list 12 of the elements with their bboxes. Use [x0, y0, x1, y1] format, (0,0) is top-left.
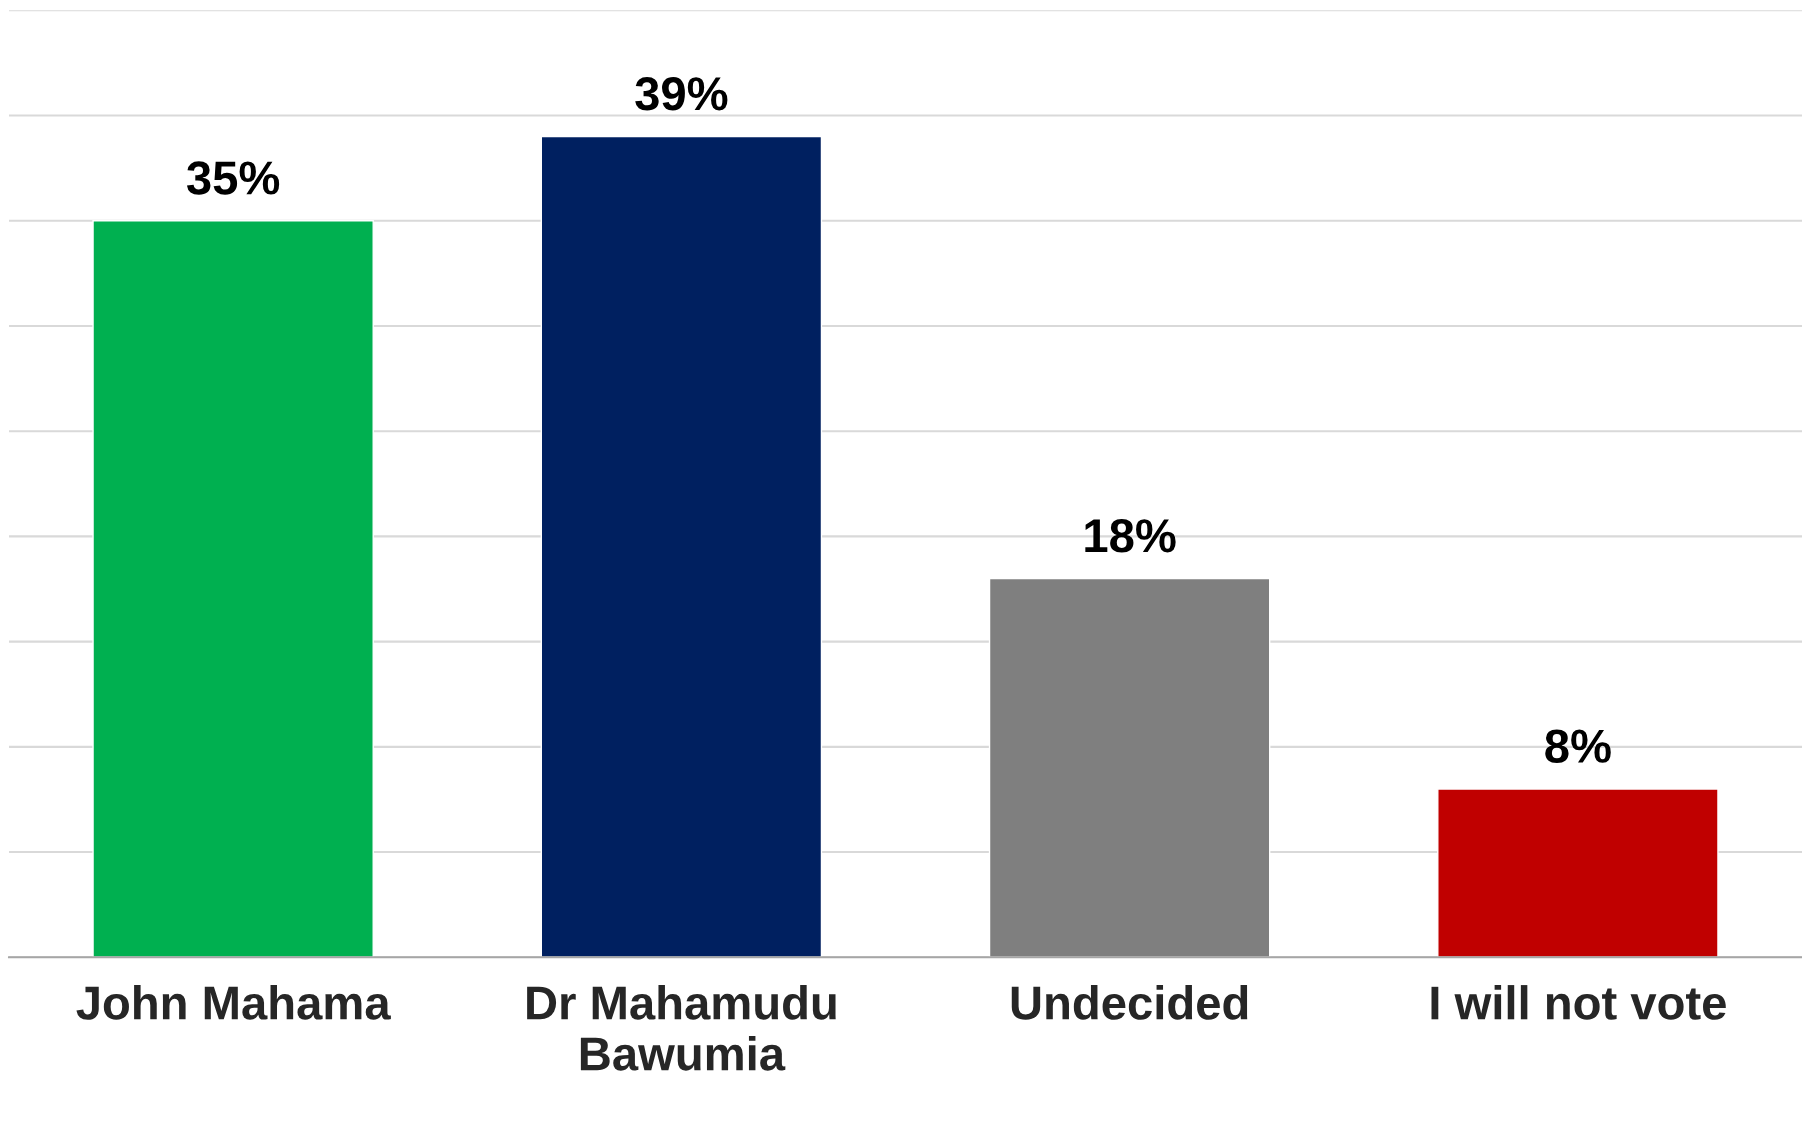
x-tick-label: Dr Mahamudu Bawumia [527, 985, 836, 1071]
bar [1437, 788, 1719, 958]
x-tick-label: I will not vote [1431, 985, 1726, 1020]
x-tick-label: John Mahama [76, 985, 391, 1020]
bar [92, 220, 374, 958]
data-label: 39% [635, 77, 728, 111]
data-label: 18% [1085, 519, 1176, 553]
data-label: 8% [1545, 729, 1611, 763]
bar [540, 135, 823, 958]
x-tick-label: Undecided [1011, 985, 1248, 1020]
data-label: 35% [186, 161, 280, 195]
bar [988, 577, 1271, 958]
